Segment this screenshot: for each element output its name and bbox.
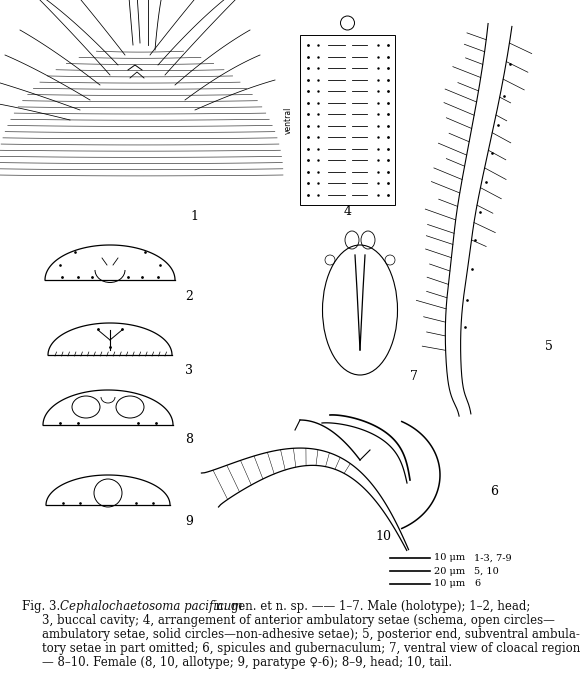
Text: 10 μm: 10 μm bbox=[434, 554, 465, 563]
Text: 8: 8 bbox=[185, 433, 193, 446]
Text: 3, buccal cavity; 4, arrangement of anterior ambulatory setae (schema, open circ: 3, buccal cavity; 4, arrangement of ante… bbox=[42, 614, 555, 627]
Text: Fig. 3.: Fig. 3. bbox=[22, 600, 60, 613]
Text: 6: 6 bbox=[490, 485, 498, 498]
Text: 3: 3 bbox=[185, 364, 193, 377]
Text: 10 μm: 10 μm bbox=[434, 580, 465, 589]
Text: ambulatory setae, solid circles—non-adhesive setae); 5, posterior end, subventra: ambulatory setae, solid circles—non-adhe… bbox=[42, 628, 580, 641]
Text: 4: 4 bbox=[343, 205, 352, 218]
Text: 2: 2 bbox=[185, 290, 193, 303]
Bar bbox=[300, 35, 395, 205]
Text: — 8–10. Female (8, 10, allotype; 9, paratype ♀-6); 8–9, head; 10, tail.: — 8–10. Female (8, 10, allotype; 9, para… bbox=[42, 656, 452, 669]
Text: 6: 6 bbox=[474, 580, 480, 589]
Text: tory setae in part omitted; 6, spicules and gubernaculum; 7, ventral view of clo: tory setae in part omitted; 6, spicules … bbox=[42, 642, 581, 655]
Text: 20 μm: 20 μm bbox=[434, 566, 465, 575]
Text: ventral: ventral bbox=[284, 106, 292, 134]
Text: 10: 10 bbox=[375, 530, 391, 543]
Text: 7: 7 bbox=[410, 370, 418, 383]
Text: 5: 5 bbox=[545, 340, 553, 353]
Text: 9: 9 bbox=[185, 515, 193, 528]
Text: 5, 10: 5, 10 bbox=[474, 566, 498, 575]
Text: Cephalochaetosoma pacificum: Cephalochaetosoma pacificum bbox=[60, 600, 242, 613]
Text: 1: 1 bbox=[190, 210, 198, 223]
Text: 1-3, 7-9: 1-3, 7-9 bbox=[474, 554, 512, 563]
Text: n. gen. et n. sp. —— 1–7. Male (holotype); 1–2, head;: n. gen. et n. sp. —— 1–7. Male (holotype… bbox=[212, 600, 530, 613]
